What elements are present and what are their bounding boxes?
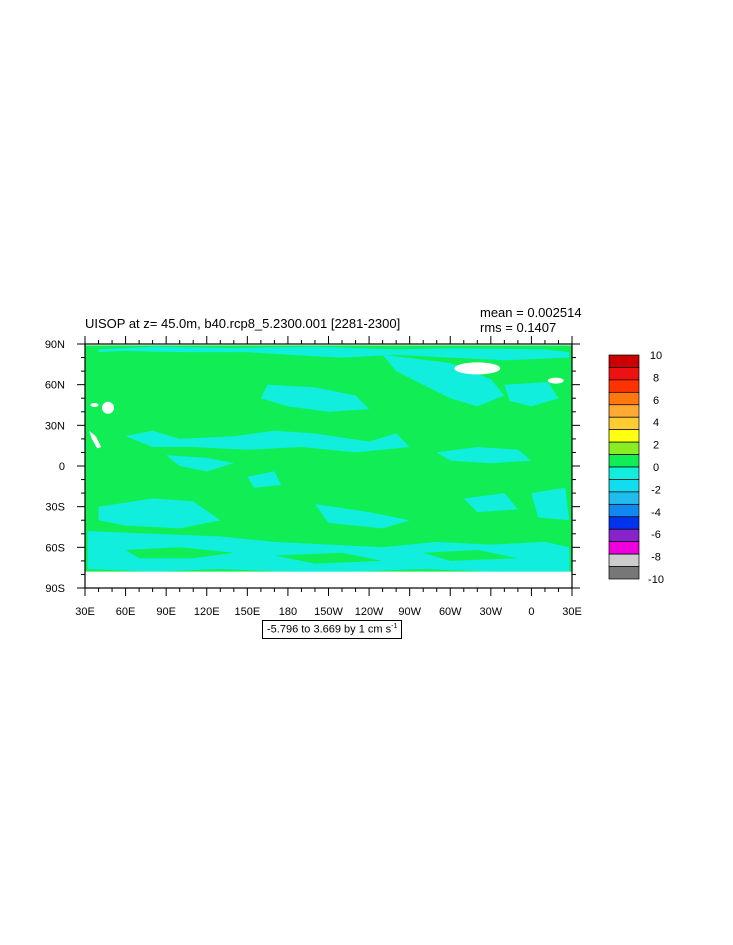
missing-caspian bbox=[101, 401, 114, 414]
missing-black-sea bbox=[90, 403, 99, 407]
colorbar-label: 6 bbox=[653, 395, 659, 407]
y-tick-label: 90N bbox=[45, 339, 65, 351]
negative-region-11 bbox=[247, 471, 282, 488]
negative-region-2 bbox=[260, 384, 370, 412]
negative-region-5 bbox=[166, 455, 234, 472]
x-tick-label: 180 bbox=[279, 606, 297, 618]
x-tick-label: 150E bbox=[234, 606, 260, 618]
y-tick-label: 90S bbox=[45, 583, 65, 595]
negative-region-10 bbox=[87, 531, 570, 572]
colorbar-swatch bbox=[608, 354, 640, 368]
colorbar: 10 8 6 4 2 0 -2 -4 -6 -8 -10 bbox=[608, 350, 664, 586]
x-tick-label: 90W bbox=[398, 606, 421, 618]
tick-layer: 30E 60E 90E 120E 150E 180 150W 120W 90W 60W 30W 0 30… bbox=[45, 336, 582, 618]
x-tick-label: 60E bbox=[116, 606, 136, 618]
negative-region-12 bbox=[463, 493, 518, 513]
negative-region-4 bbox=[125, 430, 410, 453]
field-layer bbox=[85, 345, 572, 588]
negative-region-1 bbox=[382, 354, 505, 407]
missing-greenland bbox=[454, 362, 501, 375]
colorbar-swatch bbox=[608, 379, 640, 393]
colorbar-swatch bbox=[608, 454, 640, 468]
colorbar-label: -2 bbox=[651, 484, 661, 496]
y-tick-label: 60N bbox=[45, 380, 65, 392]
negative-region-9 bbox=[531, 487, 570, 521]
colorbar-swatch bbox=[608, 516, 640, 530]
colorbar-swatch bbox=[608, 553, 640, 567]
colorbar-swatch bbox=[608, 479, 640, 493]
y-tick-label: 30S bbox=[45, 502, 65, 514]
contour-info-text: -5.796 to 3.669 by 1 cm s bbox=[267, 623, 392, 636]
rms-stat: rms = 0.1407 bbox=[480, 320, 557, 335]
colorbar-label: -6 bbox=[651, 529, 661, 541]
colorbar-label: 0 bbox=[653, 462, 659, 474]
colorbar-swatch bbox=[608, 466, 640, 480]
colorbar-swatch bbox=[608, 566, 640, 580]
colorbar-label: -4 bbox=[651, 507, 661, 519]
positive-region-2 bbox=[423, 550, 518, 561]
x-tick-label: 120E bbox=[194, 606, 220, 618]
y-tick-label: 60S bbox=[45, 542, 65, 554]
colorbar-swatch bbox=[608, 441, 640, 455]
colorbar-label: -8 bbox=[651, 552, 661, 564]
chart-title: UISOP at z= 45.0m, b40.rcp8_5.2300.001 [… bbox=[85, 316, 401, 331]
colorbar-swatch bbox=[608, 503, 640, 518]
x-tick-label: 30E bbox=[75, 606, 95, 618]
negative-region-8 bbox=[315, 504, 410, 529]
colorbar-swatch bbox=[608, 541, 640, 555]
x-tick-label: 60W bbox=[439, 606, 462, 618]
positive-region-0 bbox=[125, 547, 234, 559]
colorbar-label: 2 bbox=[653, 440, 659, 452]
x-tick-label: 150W bbox=[314, 606, 343, 618]
missing-antarctic bbox=[85, 571, 572, 588]
contour-info-unit-exponent: -1 bbox=[391, 623, 398, 630]
missing-baltic bbox=[547, 377, 564, 384]
colorbar-swatch bbox=[608, 491, 640, 505]
colorbar-swatch bbox=[608, 416, 640, 431]
mean-stat: mean = 0.002514 bbox=[480, 305, 582, 320]
colorbar-label: 4 bbox=[653, 417, 659, 429]
colorbar-swatch bbox=[608, 404, 640, 418]
y-tick-label: 0 bbox=[59, 461, 65, 473]
x-tick-label: 120W bbox=[355, 606, 384, 618]
x-tick-label: 0 bbox=[528, 606, 534, 618]
colorbar-label: -10 bbox=[648, 574, 664, 586]
contour-info-box: -5.796 to 3.669 by 1 cm s-1 bbox=[262, 620, 403, 639]
positive-region-1 bbox=[274, 552, 383, 564]
colorbar-swatch bbox=[608, 429, 640, 443]
negative-region-0 bbox=[98, 346, 570, 361]
y-tick-label: 30N bbox=[45, 420, 65, 432]
x-tick-label: 30W bbox=[480, 606, 503, 618]
negative-region-6 bbox=[436, 447, 532, 464]
negative-region-7 bbox=[98, 498, 221, 529]
colorbar-label: 10 bbox=[650, 350, 662, 362]
colorbar-swatch bbox=[608, 391, 640, 406]
negative-region-3 bbox=[504, 382, 559, 407]
x-tick-label: 90E bbox=[156, 606, 176, 618]
colorbar-label: 8 bbox=[653, 372, 659, 384]
x-tick-label: 30E bbox=[562, 606, 582, 618]
colorbar-swatch bbox=[608, 367, 640, 381]
missing-red-sea bbox=[89, 430, 102, 449]
colorbar-swatch bbox=[608, 528, 640, 543]
